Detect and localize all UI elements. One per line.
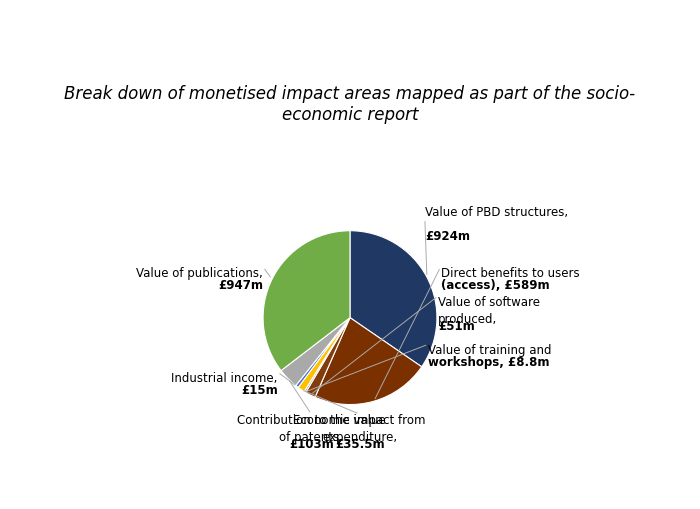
Text: Value of training and: Value of training and [428, 344, 552, 357]
Wedge shape [315, 318, 421, 405]
Text: £924m: £924m [425, 231, 470, 243]
Text: £15m: £15m [241, 384, 278, 397]
Text: Value of publications,: Value of publications, [136, 267, 263, 280]
Wedge shape [281, 318, 350, 386]
Wedge shape [296, 318, 350, 387]
Title: Break down of monetised impact areas mapped as part of the socio-
economic repor: Break down of monetised impact areas map… [64, 85, 636, 124]
Text: £103m: £103m [289, 438, 334, 451]
Text: £947m: £947m [218, 279, 263, 292]
Wedge shape [263, 231, 350, 371]
Text: £51m: £51m [438, 320, 475, 332]
Wedge shape [304, 318, 350, 392]
Wedge shape [298, 318, 350, 391]
Text: Value of PBD structures,: Value of PBD structures, [425, 206, 568, 219]
Text: £35.5m: £35.5m [335, 438, 384, 451]
Text: Contribution to the value
of patents,: Contribution to the value of patents, [237, 414, 386, 444]
Text: Direct benefits to users: Direct benefits to users [440, 267, 579, 280]
Text: workshops, £8.8m: workshops, £8.8m [428, 356, 550, 369]
Text: Industrial income,: Industrial income, [172, 372, 278, 385]
Text: (access), £589m: (access), £589m [440, 279, 550, 292]
Wedge shape [306, 318, 350, 397]
Text: Economic impact from
expenditure,: Economic impact from expenditure, [293, 414, 426, 444]
Wedge shape [350, 231, 437, 367]
Text: Value of software
produced,: Value of software produced, [438, 296, 540, 326]
